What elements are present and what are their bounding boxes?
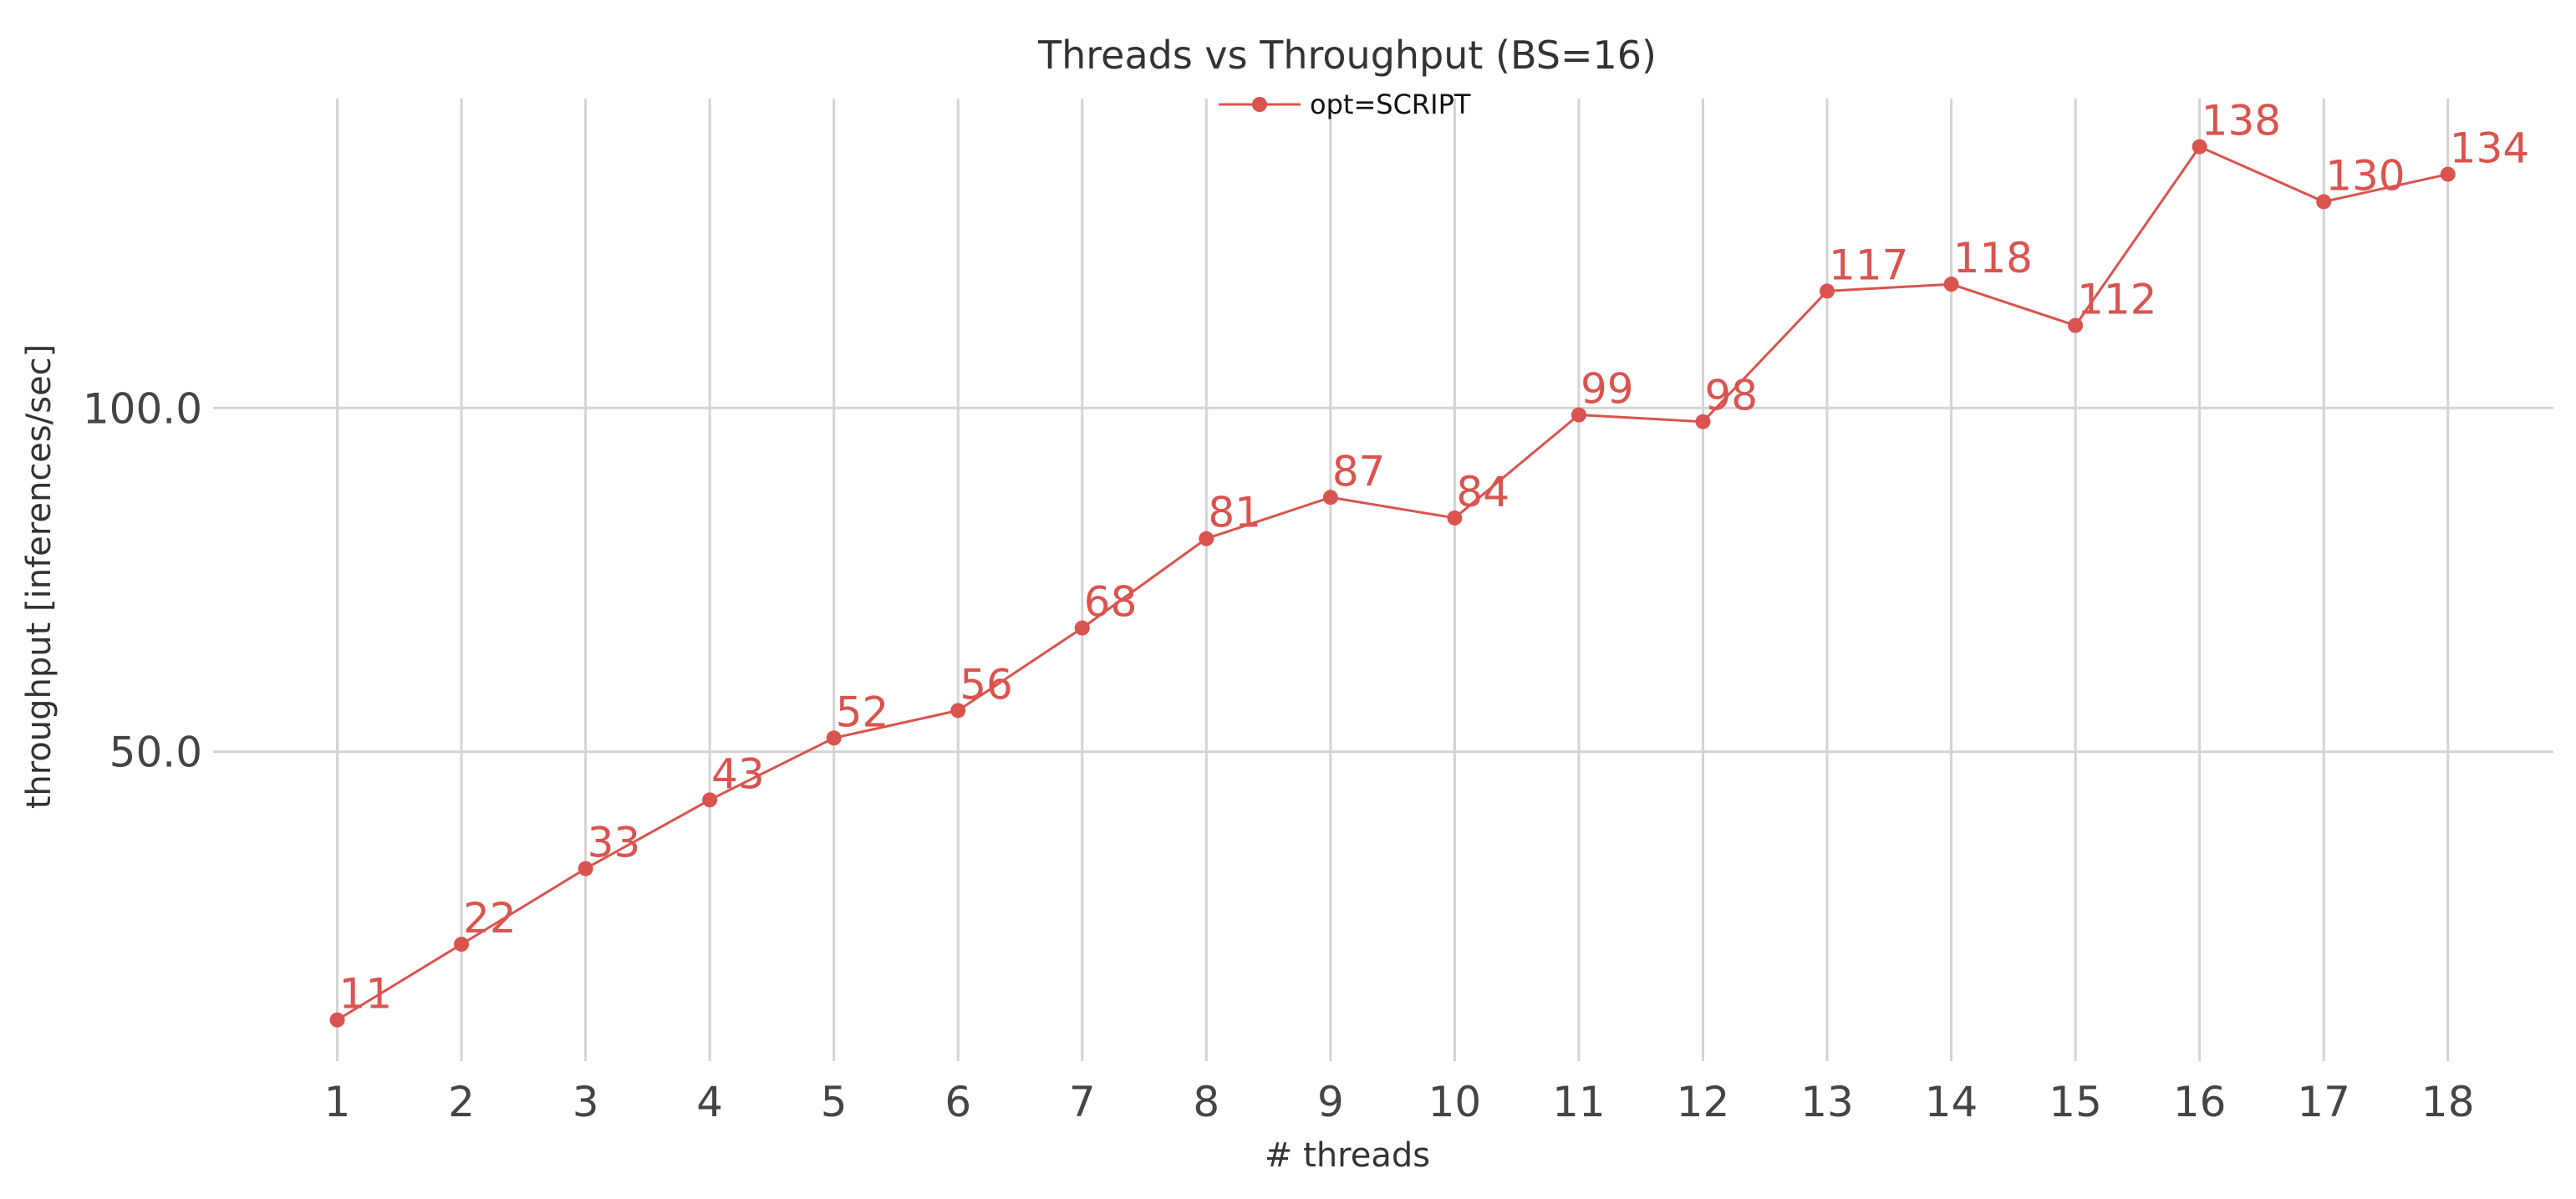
data-point	[1820, 283, 1835, 299]
chart-title: Threads vs Throughput (BS=16)	[1037, 33, 1657, 78]
x-tick-label: 3	[573, 1078, 599, 1126]
data-label: 43	[711, 749, 765, 798]
data-point	[1447, 510, 1463, 526]
data-label: 22	[463, 894, 517, 942]
data-label: 81	[1208, 489, 1261, 537]
x-tick-label: 4	[696, 1078, 723, 1126]
data-point	[454, 937, 470, 953]
x-tick-label: 6	[944, 1078, 971, 1126]
y-axis-label: throughput [inferences/sec]	[20, 344, 59, 810]
legend-label: opt=SCRIPT	[1310, 89, 1471, 120]
data-point	[2192, 139, 2207, 155]
data-label: 84	[1456, 468, 1509, 516]
y-tick-label: 100.0	[83, 384, 202, 433]
data-label: 33	[588, 819, 641, 867]
data-point	[578, 861, 593, 876]
y-tick-label: 50.0	[109, 729, 202, 777]
data-label: 11	[339, 970, 393, 1019]
data-point	[1943, 277, 1959, 292]
data-point	[1074, 620, 1090, 636]
data-label: 130	[2325, 151, 2405, 200]
x-tick-label: 14	[1925, 1078, 1978, 1126]
x-tick-label: 8	[1193, 1078, 1219, 1126]
x-axis-label: # threads	[1265, 1136, 1430, 1175]
data-point	[1322, 490, 1338, 506]
data-point	[2068, 318, 2084, 333]
x-tick-label: 9	[1317, 1078, 1344, 1126]
data-label: 99	[1581, 365, 1634, 414]
data-point	[826, 730, 842, 746]
data-label: 138	[2202, 97, 2281, 145]
data-label: 112	[2077, 276, 2156, 324]
data-point	[329, 1012, 345, 1028]
data-label: 56	[960, 660, 1013, 709]
x-tick-label: 15	[2049, 1078, 2102, 1126]
data-point	[1571, 407, 1586, 423]
data-label: 98	[1704, 372, 1758, 420]
x-tick-label: 11	[1552, 1078, 1606, 1126]
data-point	[2316, 194, 2332, 210]
data-label: 118	[1953, 234, 2033, 282]
legend: opt=SCRIPT	[1219, 89, 1471, 120]
data-label: 117	[1829, 241, 1908, 289]
grid	[213, 99, 2553, 1061]
data-point	[2440, 166, 2456, 182]
data-point	[950, 703, 966, 719]
x-tick-label: 1	[324, 1078, 351, 1126]
data-label: 68	[1084, 578, 1138, 627]
data-points	[329, 139, 2456, 1028]
x-tick-label: 12	[1677, 1078, 1730, 1126]
x-tick-label: 13	[1800, 1078, 1854, 1126]
x-tick-label: 16	[2173, 1078, 2227, 1126]
data-point	[702, 792, 718, 808]
data-label: 134	[2450, 124, 2529, 173]
series-layer	[336, 145, 2449, 1021]
x-tick-label: 5	[821, 1078, 848, 1126]
x-tick-label: 17	[2297, 1078, 2350, 1126]
data-labels: 11 22 33 43 52 56 68 81 87 84 99 98 117 118 112 138 130 1…	[339, 97, 2530, 1019]
x-tick-label: 7	[1069, 1078, 1096, 1126]
series-line	[336, 145, 2449, 1021]
data-point	[1695, 414, 1711, 429]
y-axis-ticks: 50.0 100.0	[83, 384, 202, 776]
x-tick-label: 18	[2421, 1078, 2475, 1126]
legend-marker	[1252, 97, 1267, 112]
x-tick-label: 10	[1428, 1078, 1482, 1126]
x-tick-label: 2	[448, 1078, 475, 1126]
data-label: 52	[836, 688, 889, 736]
x-axis-ticks: 1 2 3 4 5 6 7 8 9 10 11 12 13 14 15 16 17 18	[324, 1078, 2475, 1126]
data-label: 87	[1332, 447, 1386, 495]
data-point	[1199, 531, 1214, 546]
